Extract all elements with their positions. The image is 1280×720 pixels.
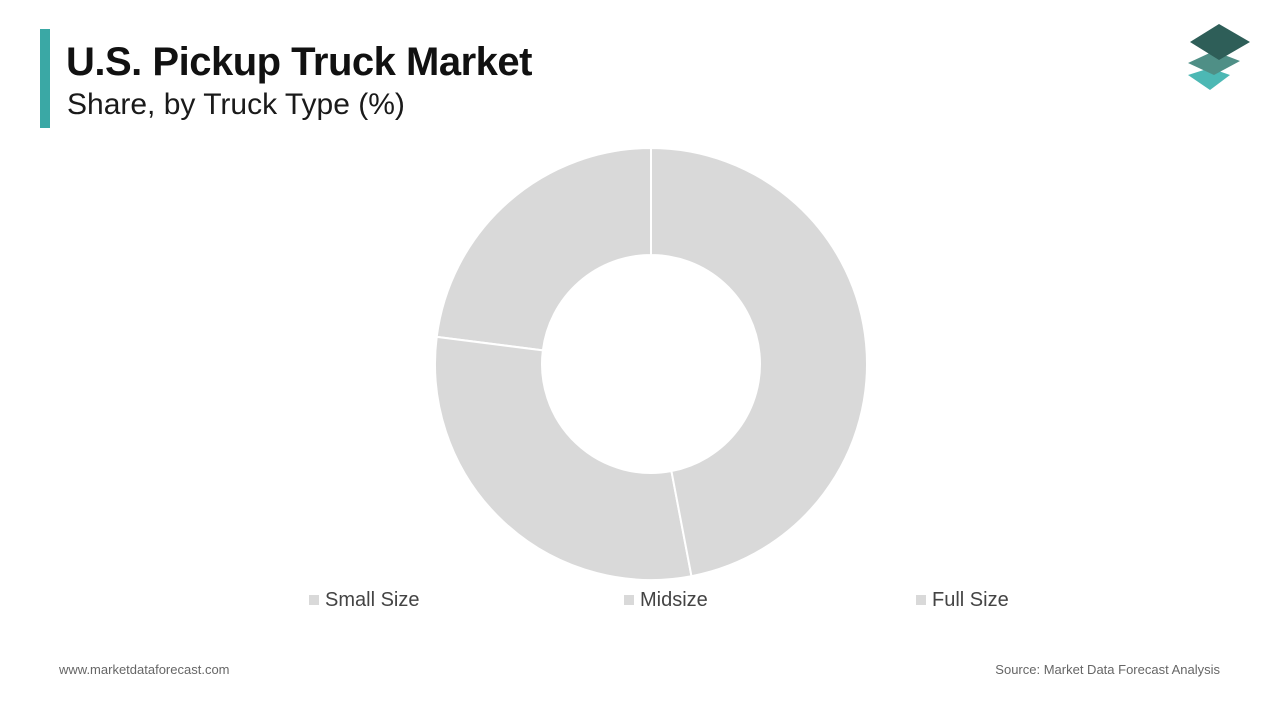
legend-item-midsize: Midsize — [624, 588, 708, 612]
donut-slice-midsize — [434, 335, 693, 581]
legend-item-full-size: Full Size — [916, 588, 1009, 612]
footer-website[interactable]: www.marketdataforecast.com — [59, 662, 230, 677]
logo-middle-layer — [1188, 51, 1240, 75]
page-subtitle: Share, by Truck Type (%) — [67, 88, 405, 121]
logo-top-layer — [1190, 24, 1250, 60]
legend-label: Full Size — [932, 588, 1009, 611]
stacked-layers-icon — [1188, 24, 1250, 90]
donut-slices — [434, 146, 868, 581]
legend-swatch — [916, 595, 926, 605]
footer-source: Source: Market Data Forecast Analysis — [995, 662, 1220, 677]
legend-item-small-size: Small Size — [309, 588, 419, 612]
donut-slice-full-size — [650, 146, 868, 578]
legend-label: Small Size — [325, 588, 420, 611]
logo-bottom-layer — [1188, 68, 1230, 90]
legend-swatch — [309, 595, 319, 605]
donut-slice-small-size — [435, 146, 652, 352]
legend-swatch — [624, 595, 634, 605]
page-title: U.S. Pickup Truck Market — [66, 40, 532, 84]
legend-label: Midsize — [640, 588, 708, 611]
title-accent-bar — [40, 29, 50, 128]
